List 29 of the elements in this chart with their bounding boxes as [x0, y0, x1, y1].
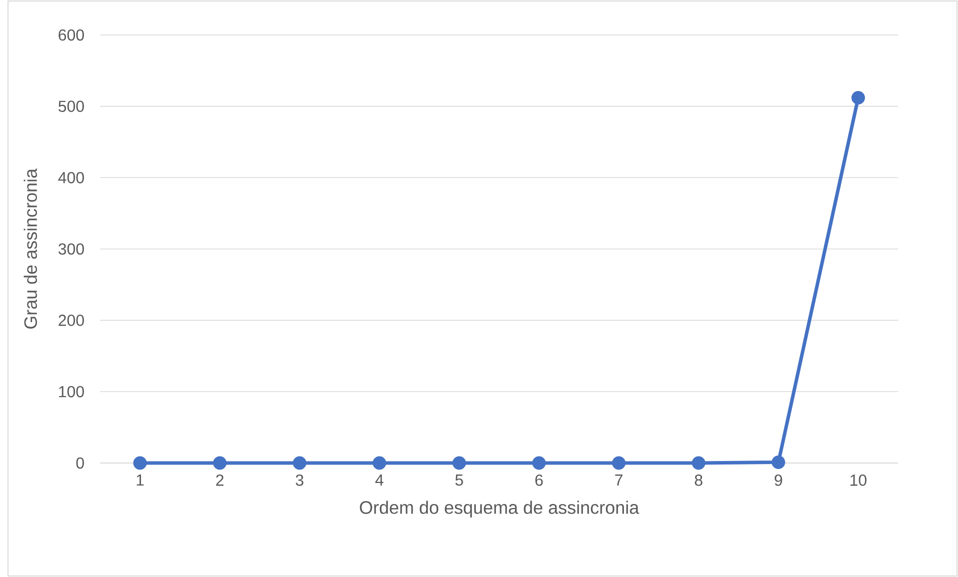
x-tick-label: 1: [136, 474, 144, 486]
x-tick-label: 4: [375, 474, 384, 486]
x-tick-label: 8: [694, 474, 702, 486]
y-tick-label: 500: [58, 100, 84, 112]
x-tick-label: 5: [455, 474, 463, 486]
x-tick-label: 6: [535, 474, 543, 486]
y-axis-title: Grau de assincronia: [24, 168, 38, 329]
point: [372, 456, 386, 470]
point: [292, 456, 306, 470]
y-tick-label: 200: [58, 314, 84, 326]
y-tick-label: 400: [58, 172, 84, 184]
y-tick-label: 100: [59, 386, 84, 398]
x-tick-label: 7: [615, 474, 622, 486]
x-tick-label: 10: [850, 474, 866, 486]
point: [213, 456, 227, 470]
y-tick-label: 0: [76, 457, 84, 469]
y-tick-label: 600: [58, 29, 84, 41]
point: [851, 91, 865, 105]
x-axis-title: Ordem do esquema de assincronia: [360, 500, 640, 518]
point: [692, 456, 706, 470]
y-tick-label: 300: [58, 243, 84, 255]
x-tick-label: 2: [216, 474, 224, 486]
x-tick-label: 9: [774, 474, 782, 486]
point: [612, 456, 626, 470]
x-tick-label: 3: [296, 474, 304, 486]
point: [772, 456, 786, 470]
point: [452, 456, 466, 470]
point: [532, 456, 546, 470]
point: [133, 456, 147, 470]
